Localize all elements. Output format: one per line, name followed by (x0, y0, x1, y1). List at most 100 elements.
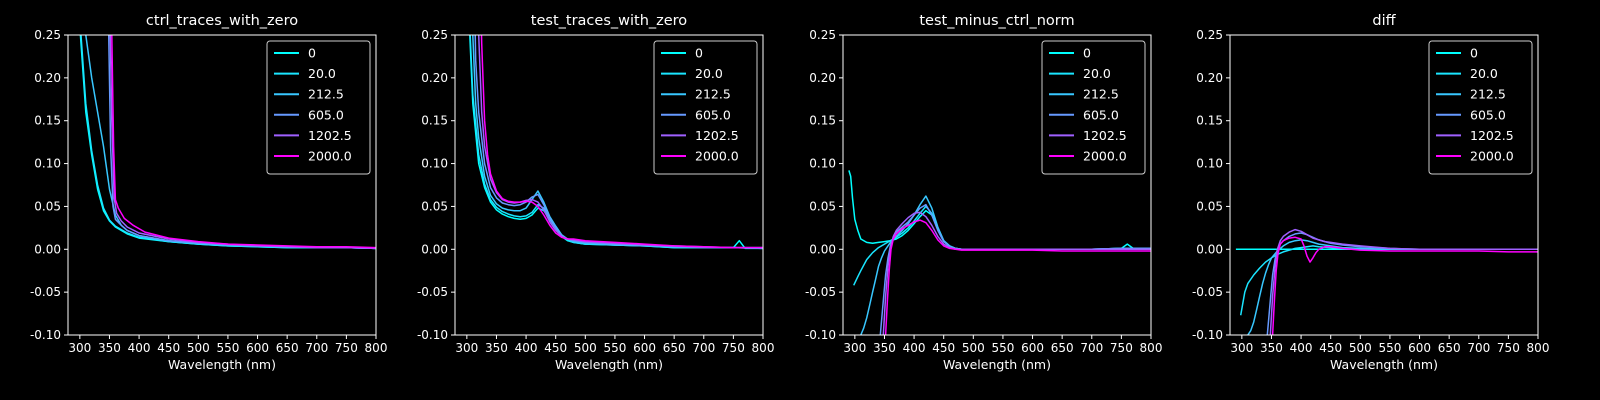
series-line-5 (1271, 236, 1538, 335)
x-tick-label: 750 (1497, 341, 1520, 355)
x-tick-label: 800 (1140, 341, 1163, 355)
legend-label: 1202.5 (1470, 128, 1514, 143)
legend: 0 20.0 212.5 605.0 1202.5 2000.0 (1428, 40, 1533, 175)
y-tick-label: 0.25 (1196, 28, 1223, 42)
y-tick-label: 0.10 (1196, 157, 1223, 171)
legend-label: 1202.5 (695, 128, 739, 143)
x-tick-label: 800 (752, 341, 775, 355)
x-tick-label: 550 (991, 341, 1014, 355)
legend-label: 2000.0 (1083, 149, 1127, 164)
y-tick-label: 0.25 (34, 28, 61, 42)
x-tick-label: 350 (485, 341, 508, 355)
legend-label: 212.5 (308, 87, 344, 102)
x-tick-label: 350 (1260, 341, 1283, 355)
chart-panel: 300 350 400 450 500 550 600 650 700 750 800 -0.10 -0… (1192, 13, 1550, 372)
chart-panel: 300 350 400 450 500 550 600 650 700 750 800 -0.10 -0… (805, 13, 1163, 372)
y-tick-label: 0.15 (421, 114, 448, 128)
series-line-3 (879, 203, 1151, 335)
y-tick-label: -0.10 (805, 328, 836, 342)
y-tick-label: 0.20 (34, 71, 61, 85)
x-axis-label: Wavelength (nm) (943, 357, 1051, 372)
x-tick-label: 400 (128, 341, 151, 355)
x-tick-label: 750 (335, 341, 358, 355)
x-tick-label: 650 (276, 341, 299, 355)
y-tick-label: 0.15 (1196, 114, 1223, 128)
x-tick-label: 450 (932, 341, 955, 355)
legend-label: 0 (308, 46, 316, 61)
axes-frame (842, 34, 1152, 336)
legend-label: 2000.0 (1470, 149, 1514, 164)
legend-label: 212.5 (695, 87, 731, 102)
legend-label: 212.5 (1083, 87, 1119, 102)
y-tick-label: 0.00 (421, 242, 448, 256)
legend-label: 605.0 (695, 107, 731, 122)
y-tick-label: 0.20 (809, 71, 836, 85)
plot-area (848, 170, 1151, 335)
x-tick-label: 350 (98, 341, 121, 355)
y-tick-label: 0.05 (1196, 199, 1223, 213)
chart-title: test_traces_with_zero (531, 13, 688, 29)
x-tick-label: 300 (843, 341, 866, 355)
plot-area (1235, 228, 1538, 335)
x-tick-label: 700 (305, 341, 328, 355)
chart-title: diff (1372, 13, 1396, 29)
x-tick-label: 800 (1527, 341, 1550, 355)
legend: 0 20.0 212.5 605.0 1202.5 2000.0 (653, 40, 758, 175)
x-tick-label: 500 (1349, 341, 1372, 355)
series-line-4 (477, 35, 763, 249)
x-axis-label: Wavelength (nm) (555, 357, 663, 372)
y-tick-label: 0.10 (421, 157, 448, 171)
y-tick-label: 0.15 (34, 114, 61, 128)
y-tick-label: -0.05 (30, 285, 61, 299)
x-tick-label: 700 (1080, 341, 1103, 355)
axes-frame (454, 34, 764, 336)
x-axis-label: Wavelength (nm) (168, 357, 276, 372)
x-tick-label: 750 (1110, 341, 1133, 355)
legend-label: 0 (1470, 46, 1478, 61)
y-tick-label: 0.10 (809, 157, 836, 171)
x-tick-label: 750 (722, 341, 745, 355)
series-line-2 (472, 35, 763, 250)
legend-label: 1202.5 (308, 128, 352, 143)
legend-label: 20.0 (695, 66, 723, 81)
series-line-1 (853, 205, 1151, 286)
x-tick-label: 300 (68, 341, 91, 355)
x-tick-label: 450 (157, 341, 180, 355)
x-tick-label: 450 (544, 341, 567, 355)
legend: 0 20.0 212.5 605.0 1202.5 2000.0 (1041, 40, 1146, 175)
plot-area (469, 35, 763, 250)
series-line-5 (111, 35, 376, 249)
series-line-2 (860, 195, 1151, 335)
legend-label: 605.0 (1083, 107, 1119, 122)
x-tick-label: 400 (515, 341, 538, 355)
y-tick-label: -0.05 (1192, 285, 1223, 299)
x-tick-label: 500 (962, 341, 985, 355)
x-tick-label: 800 (365, 341, 388, 355)
y-tick-label: 0.10 (34, 157, 61, 171)
x-tick-label: 700 (692, 341, 715, 355)
series-line-4 (882, 211, 1151, 335)
series-line-2 (1247, 239, 1538, 335)
x-tick-label: 550 (603, 341, 626, 355)
series-line-5 (480, 35, 763, 249)
y-tick-label: -0.10 (1192, 328, 1223, 342)
x-tick-label: 500 (187, 341, 210, 355)
y-tick-label: 0.00 (1196, 242, 1223, 256)
x-tick-label: 600 (1021, 341, 1044, 355)
y-tick-label: 0.00 (809, 242, 836, 256)
legend-label: 2000.0 (308, 149, 352, 164)
y-tick-label: 0.05 (809, 199, 836, 213)
y-tick-label: -0.10 (30, 328, 61, 342)
x-tick-label: 650 (1438, 341, 1461, 355)
legend-label: 0 (695, 46, 703, 61)
x-tick-label: 600 (246, 341, 269, 355)
y-tick-label: 0.00 (34, 242, 61, 256)
legend-label: 605.0 (1470, 107, 1506, 122)
axes-frame (67, 34, 377, 336)
x-tick-label: 650 (663, 341, 686, 355)
x-tick-label: 550 (216, 341, 239, 355)
legend-label: 20.0 (308, 66, 336, 81)
y-tick-label: -0.05 (805, 285, 836, 299)
series-line-5 (884, 219, 1151, 335)
